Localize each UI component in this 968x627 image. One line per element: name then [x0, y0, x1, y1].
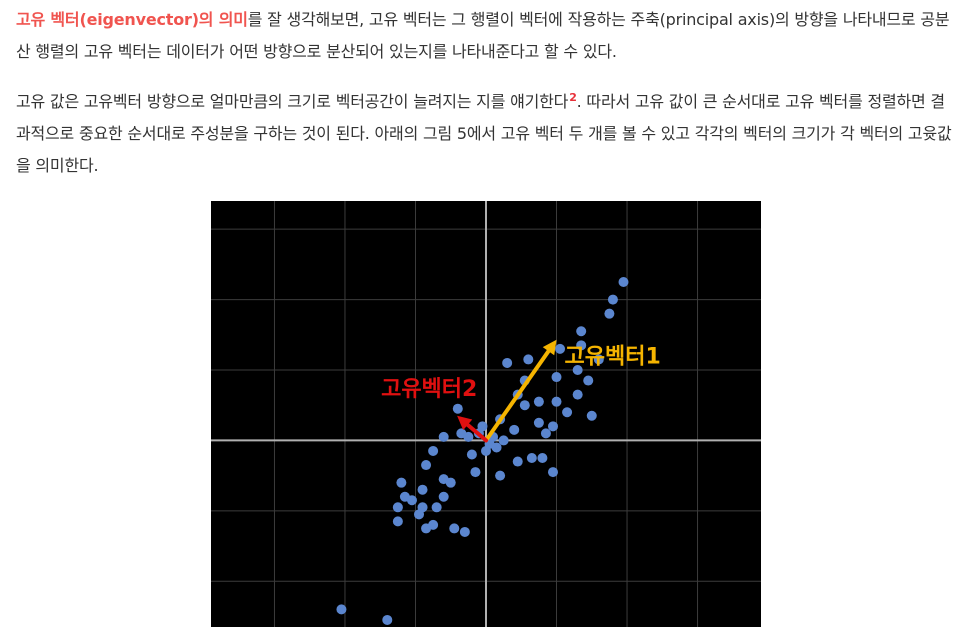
data-point — [421, 460, 432, 471]
data-point — [463, 431, 474, 442]
data-point — [392, 502, 403, 513]
data-point — [547, 421, 558, 432]
data-point — [445, 477, 456, 488]
data-point — [540, 428, 551, 439]
data-point — [526, 453, 537, 464]
paragraph-1-text: 를 잘 생각해보면, 고유 벡터는 그 행렬이 벡터에 작용하는 주축(prin… — [16, 10, 950, 61]
data-point — [576, 326, 587, 337]
eigenvector-2-label: 고유벡터2 — [381, 377, 477, 402]
data-point — [604, 308, 615, 319]
data-point — [576, 340, 587, 351]
data-point — [466, 449, 477, 460]
data-point — [336, 604, 347, 615]
data-point — [382, 614, 393, 625]
data-point — [502, 357, 513, 368]
eigenvector-1-arrowhead — [542, 339, 557, 356]
data-point — [491, 442, 502, 453]
data-point — [428, 519, 439, 530]
data-point — [533, 417, 544, 428]
data-point — [618, 276, 629, 287]
data-point — [593, 354, 604, 365]
data-point — [438, 491, 449, 502]
data-point — [537, 453, 548, 464]
data-point — [498, 435, 509, 446]
data-point — [586, 410, 597, 421]
data-point — [495, 470, 506, 481]
data-point — [438, 431, 449, 442]
grid-lines — [211, 201, 761, 627]
data-point — [406, 495, 417, 506]
data-point — [449, 523, 460, 534]
data-point — [396, 477, 407, 488]
data-point — [562, 407, 573, 418]
data-point — [509, 424, 520, 435]
data-point — [428, 445, 439, 456]
footnote-link[interactable]: 2 — [569, 90, 577, 104]
data-point — [551, 372, 562, 383]
highlight-eigenvector-meaning: 고유 벡터(eigenvector)의 의미 — [16, 10, 248, 29]
data-point — [417, 502, 428, 513]
paragraph-eigenvector-meaning: 고유 벡터(eigenvector)의 의미를 잘 생각해보면, 고유 벡터는 … — [16, 4, 952, 68]
data-point — [470, 467, 481, 478]
pca-eigenvector-figure: 고유벡터1 고유벡터2 — [211, 201, 761, 627]
data-point — [572, 389, 583, 400]
data-point — [512, 456, 523, 467]
eigenvectors: 고유벡터1 고유벡터2 — [381, 339, 661, 443]
data-point — [417, 484, 428, 495]
data-point — [519, 400, 530, 411]
eigenvector-1-shaft — [484, 349, 551, 443]
data-point — [459, 526, 470, 537]
data-point — [477, 421, 488, 432]
eigenvector-2-arrowhead — [457, 415, 473, 431]
data-point — [392, 516, 403, 527]
data-points — [336, 276, 629, 625]
data-point — [523, 354, 534, 365]
data-point — [583, 375, 594, 386]
paragraph-2-text-after: . 따라서 고유 값이 큰 순서대로 고유 벡터를 정렬하면 결과적으로 중요한… — [16, 92, 952, 175]
eigenvector-2-shaft — [465, 422, 488, 443]
data-point — [555, 343, 566, 354]
data-point — [431, 502, 442, 513]
data-point — [547, 467, 558, 478]
paragraph-eigenvalue-meaning: 고유 값은 고유벡터 방향으로 얼마만큼의 크기로 벡터공간이 늘려지는 지를 … — [16, 86, 952, 182]
eigenvector-1-label: 고유벡터1 — [565, 345, 661, 370]
paragraph-2-text-before: 고유 값은 고유벡터 방향으로 얼마만큼의 크기로 벡터공간이 늘려지는 지를 … — [16, 92, 569, 111]
data-point — [452, 403, 463, 414]
data-point — [551, 396, 562, 407]
data-point — [533, 396, 544, 407]
data-point — [572, 364, 583, 375]
data-point — [607, 294, 618, 305]
scatter-plot: 고유벡터1 고유벡터2 — [211, 201, 761, 627]
axes — [211, 201, 761, 627]
